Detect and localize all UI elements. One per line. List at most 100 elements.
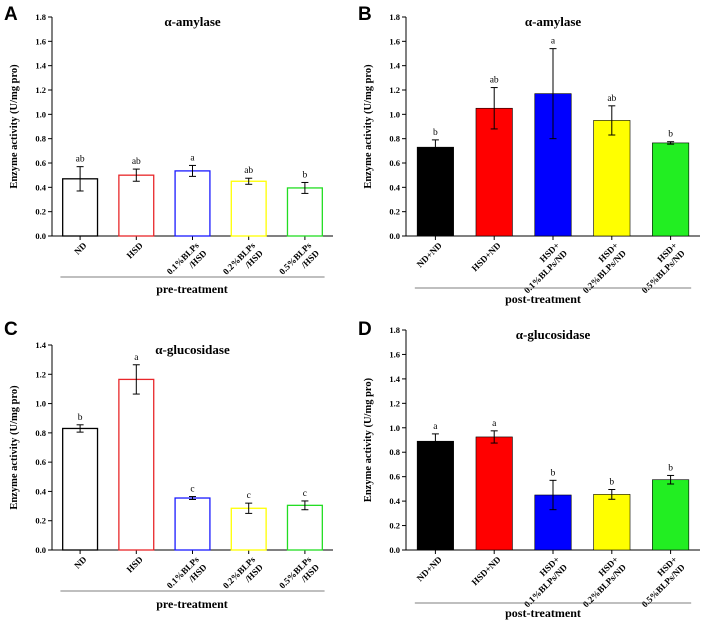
x-axis-group-label: pre-treatment (156, 597, 228, 611)
y-axis-label: Enzyme activity (U/mg pro) (363, 377, 374, 502)
bar (652, 142, 690, 237)
category-label: HSD+ND (470, 240, 503, 273)
y-tick-label: 1.0 (35, 109, 46, 119)
significance-letter: a (190, 153, 195, 163)
significance-letter: b (609, 478, 614, 488)
category-label: HSD+0.5%BLPs/ND (632, 240, 687, 295)
y-axis-label: Enzyme activity (U/mg pro) (9, 385, 20, 510)
significance-letter: b (668, 463, 673, 473)
category-label: HSD (125, 240, 146, 261)
y-tick-label: 0.8 (389, 447, 400, 457)
y-tick-label: 0.0 (389, 231, 400, 241)
bar (475, 436, 513, 551)
panel-letter: C (4, 319, 18, 340)
category-label: ND (72, 554, 89, 571)
y-tick-label: 0.0 (35, 231, 46, 241)
category-label: HSD (125, 554, 146, 575)
significance-letter: ab (490, 76, 499, 86)
significance-letter: c (303, 489, 307, 499)
category-label-line: ND (72, 554, 89, 571)
y-tick-label: 0.2 (35, 207, 46, 217)
y-tick-label: 1.6 (35, 36, 46, 46)
chart-title: α-glucosidase (516, 327, 591, 342)
category-label: HSD+0.2%BLPs/ND (573, 554, 628, 609)
y-tick-label: 0.0 (389, 545, 400, 555)
category-label: 0.2%BLPs/HSD (221, 240, 265, 284)
category-label: HSD+0.1%BLPs/ND (514, 554, 569, 609)
bar (286, 504, 323, 551)
panel-letter: A (4, 4, 18, 25)
y-tick-label: 0.4 (389, 496, 400, 506)
panel-c: Cα-glucosidase Enzyme activity (U/mg pro)… (4, 319, 333, 611)
category-label: 0.1%BLPs/HSD (165, 240, 209, 284)
y-tick-label: 1.0 (389, 423, 400, 433)
y-tick-label: 1.8 (35, 12, 46, 22)
bar (174, 497, 211, 551)
bar (62, 178, 99, 237)
x-axis-group-label: pre-treatment (156, 282, 228, 296)
y-tick-label: 1.4 (35, 61, 46, 71)
y-tick-label: 0.4 (389, 182, 400, 192)
y-tick-label: 1.6 (389, 36, 400, 46)
y-tick-label: 1.4 (389, 61, 400, 71)
y-tick-label: 0.0 (35, 545, 46, 555)
bar (230, 507, 267, 551)
y-tick-label: 1.0 (35, 399, 46, 409)
significance-letter: a (551, 37, 556, 47)
y-tick-label: 0.8 (35, 134, 46, 144)
y-tick-label: 0.8 (389, 134, 400, 144)
chart-title: α-amylase (525, 14, 582, 29)
y-tick-label: 1.2 (35, 369, 46, 379)
category-label: HSD+0.5%BLPs/ND (632, 554, 687, 609)
significance-letter: ab (76, 155, 85, 165)
y-tick-label: 1.4 (35, 340, 46, 350)
bar (286, 187, 323, 237)
category-label-line: HSD (125, 554, 146, 575)
panel-letter: B (358, 4, 372, 25)
x-axis-group-label: post-treatment (505, 292, 581, 306)
y-axis-label: Enzyme activity (U/mg pro) (363, 64, 374, 189)
y-tick-label: 0.6 (389, 158, 400, 168)
y-tick-label: 1.2 (389, 398, 400, 408)
category-label: 0.5%BLPs/HSD (277, 240, 321, 284)
y-tick-label: 0.8 (35, 428, 46, 438)
y-tick-label: 0.2 (35, 516, 46, 526)
significance-letter: b (433, 128, 438, 138)
bar (174, 170, 211, 237)
significance-letter: a (134, 353, 139, 363)
category-label: 0.1%BLPs/HSD (165, 554, 209, 598)
bar (475, 107, 513, 237)
significance-letter: ab (244, 166, 253, 176)
significance-letter: a (433, 422, 438, 432)
bar (416, 440, 454, 551)
category-label: ND (72, 240, 89, 257)
category-label: HSD+ND (470, 554, 503, 587)
category-label: 0.5%BLPs/HSD (277, 554, 321, 598)
y-tick-label: 1.0 (389, 109, 400, 119)
y-tick-label: 0.4 (35, 182, 46, 192)
significance-letter: b (668, 130, 673, 140)
bar (118, 174, 155, 237)
y-tick-label: 1.8 (389, 325, 400, 335)
y-axis-label: Enzyme activity (U/mg pro) (9, 64, 20, 189)
y-tick-label: 1.8 (389, 12, 400, 22)
y-tick-label: 1.6 (389, 349, 400, 359)
category-label: 0.2%BLPs/HSD (221, 554, 265, 598)
significance-letter: c (190, 485, 194, 495)
y-tick-label: 0.6 (35, 158, 46, 168)
y-tick-label: 1.2 (389, 85, 400, 95)
chart-title: α-glucosidase (155, 342, 230, 357)
category-label: ND+ND (415, 240, 444, 269)
category-label-line: HSD+ND (470, 240, 503, 273)
bar (593, 494, 631, 551)
y-tick-label: 0.4 (35, 486, 46, 496)
category-label: HSD+0.2%BLPs/ND (573, 240, 628, 295)
significance-letter: ab (132, 157, 141, 167)
y-tick-label: 0.6 (389, 472, 400, 482)
y-tick-label: 1.2 (35, 85, 46, 95)
significance-letter: b (78, 413, 83, 423)
